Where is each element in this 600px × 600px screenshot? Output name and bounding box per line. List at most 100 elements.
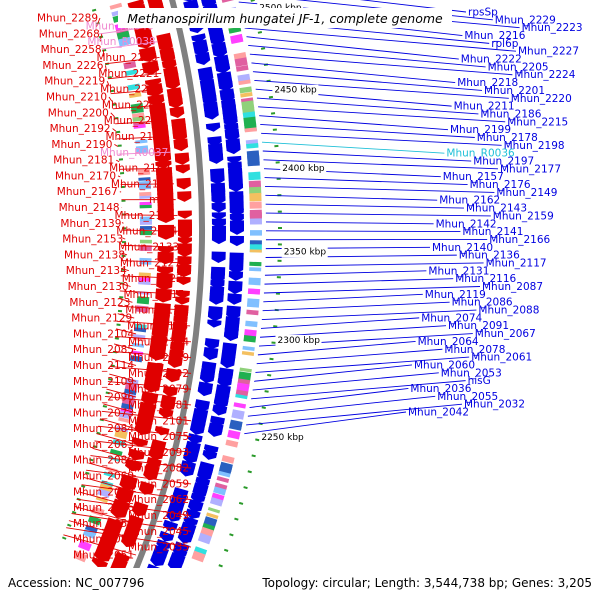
plus-feature-block xyxy=(135,139,148,144)
scale-tick xyxy=(268,95,274,99)
label-connector xyxy=(79,491,137,509)
minus-feature-block xyxy=(249,218,262,225)
plus-feature-block xyxy=(124,388,137,396)
gene-label-right: Mhun_2222 xyxy=(461,54,522,66)
scale-label-plate xyxy=(281,246,328,258)
plus-feature-block xyxy=(133,124,146,129)
gene-label-left: Mhun_2104 xyxy=(73,328,134,340)
plus-feature-block xyxy=(133,327,147,333)
plus-feature-block xyxy=(139,245,152,252)
scale-tick xyxy=(264,390,269,393)
scale-label-plate xyxy=(259,431,306,443)
plus-feature-block xyxy=(77,540,92,552)
gene-label-right: Mhun_2117 xyxy=(486,257,547,269)
gene-label-left: Mhun_2258 xyxy=(41,44,102,56)
minus-strand-gene xyxy=(207,426,223,437)
gene-label-right: Mhun_2131 xyxy=(428,265,489,277)
label-connector xyxy=(112,104,165,110)
minus-strand-gene xyxy=(197,385,213,397)
minus-feature-block xyxy=(239,86,253,94)
label-connector xyxy=(263,159,499,170)
gene-label-right: Mhun_2215 xyxy=(507,116,568,128)
scale-tick xyxy=(255,438,260,442)
minus-feature-block xyxy=(241,350,255,356)
plus-feature-block xyxy=(97,488,111,498)
minus-strand-gene xyxy=(194,399,210,412)
scale-tick xyxy=(71,510,77,514)
gene-label-left: Mhun_2226 xyxy=(42,60,103,72)
plus-strand-gene xyxy=(176,177,191,190)
scale-tick xyxy=(61,536,67,540)
label-connector xyxy=(98,425,192,437)
minus-strand-gene xyxy=(211,212,226,220)
plus-feature-block xyxy=(114,429,128,440)
genome-backbone-arc xyxy=(132,0,205,568)
gene-label-right: Mhun_2116 xyxy=(455,273,516,285)
gene-label-left: Mhun_2079 xyxy=(128,384,189,396)
minus-strand-gene xyxy=(167,556,184,568)
minus-feature-block xyxy=(235,393,248,400)
plus-strand-gene xyxy=(155,293,172,303)
plus-feature-block xyxy=(109,2,123,10)
scale-tick xyxy=(114,117,119,120)
minus-feature-block xyxy=(246,298,260,308)
gene-label-right: Mhun_2074 xyxy=(421,312,482,324)
scale-tick xyxy=(96,431,101,435)
plus-strand-gene xyxy=(110,562,126,568)
plus-strand-gene xyxy=(142,65,160,75)
minus-feature-block xyxy=(249,230,262,236)
gene-label-right: Mhun_2199 xyxy=(450,124,511,136)
gene-label-right: Mhun_2201 xyxy=(484,85,545,97)
minus-strand-gene xyxy=(207,311,223,322)
label-connector xyxy=(115,328,137,335)
scale-label: 2350 kbp xyxy=(284,248,327,258)
minus-strand-gene xyxy=(228,183,244,192)
label-connector xyxy=(112,351,192,359)
gene-label-right: Mhun_2140 xyxy=(432,242,493,254)
label-connector xyxy=(262,301,450,312)
plus-strand-gene xyxy=(128,448,146,461)
minus-strand-gene xyxy=(215,63,231,73)
gene-label-right: Mhun_2216 xyxy=(464,30,525,42)
plus-strand-gene xyxy=(175,156,190,165)
minus-strand-gene xyxy=(207,319,222,328)
label-connector xyxy=(86,469,192,485)
minus-feature-block xyxy=(249,212,262,220)
scale-label: 2450 kbp xyxy=(274,86,317,96)
gene-label-left: Mhun_2062 xyxy=(128,494,189,506)
plus-feature-block xyxy=(134,323,147,329)
scale-tick xyxy=(110,364,115,368)
minus-strand-gene xyxy=(228,280,243,295)
minus-strand-gene xyxy=(187,433,203,444)
plus-strand-gene xyxy=(165,373,181,383)
minus-strand-gene xyxy=(212,47,228,58)
label-connector xyxy=(247,395,436,417)
plus-feature-block xyxy=(139,191,152,197)
gene-label-left: Mhun_2124 xyxy=(128,336,189,348)
plus-feature-block xyxy=(109,448,123,456)
plus-strand-gene xyxy=(138,481,155,495)
gene-label-right: rpsSp xyxy=(468,7,498,19)
minus-strand-gene xyxy=(210,176,225,185)
gene-label-right: Mhun_2078 xyxy=(444,344,505,356)
minus-strand-gene xyxy=(220,355,236,369)
label-connector xyxy=(107,72,162,80)
gene-label-right: Mhun_2136 xyxy=(459,250,520,262)
gene-label-right: Mhun_2198 xyxy=(504,140,565,152)
minus-feature-block xyxy=(249,267,262,272)
plus-strand-gene xyxy=(167,359,183,368)
label-connector xyxy=(104,65,107,72)
minus-feature-block xyxy=(246,309,259,316)
label-connector xyxy=(263,293,423,303)
minus-strand-gene xyxy=(217,377,233,388)
label-connector xyxy=(115,335,192,343)
plus-strand-gene xyxy=(157,266,174,275)
minus-feature-block xyxy=(249,201,262,209)
plus-strand-gene xyxy=(119,477,137,491)
minus-strand-gene xyxy=(147,563,161,568)
minus-strand-gene xyxy=(187,498,204,513)
label-connector xyxy=(260,317,420,329)
plus-feature-block xyxy=(118,410,133,420)
minus-strand-gene xyxy=(229,264,244,274)
